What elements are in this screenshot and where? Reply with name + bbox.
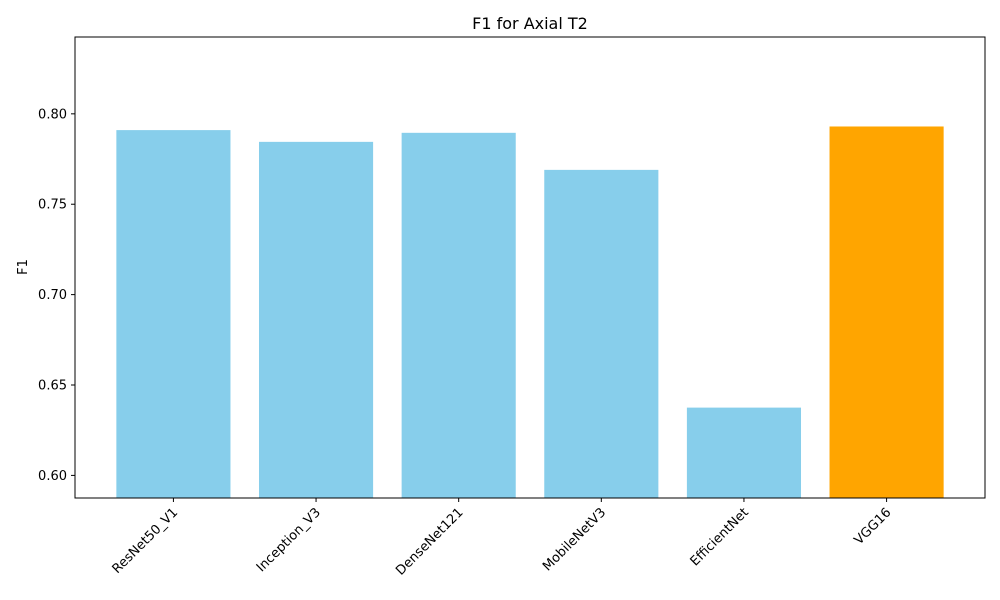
y-axis-ticks: 0.60 0.65 0.70 0.75 0.80	[38, 107, 75, 484]
x-tick-label: Inception_V3	[254, 505, 324, 575]
y-tick-label: 0.75	[38, 198, 67, 213]
y-tick-label: 0.65	[38, 379, 67, 394]
x-tick-label: EfficientNet	[688, 505, 752, 569]
y-tick-label: 0.80	[38, 107, 67, 122]
x-tick-label: DenseNet121	[393, 505, 466, 578]
x-tick-label: MobileNetV3	[540, 505, 609, 574]
bar-densenet121	[401, 132, 516, 499]
x-tick-label: ResNet50_V1	[110, 505, 182, 577]
x-axis-ticks: ResNet50_V1 Inception_V3 DenseNet121 Mobile…	[110, 498, 895, 579]
bar-inception-v3	[258, 141, 374, 498]
plot-frame	[74, 36, 986, 499]
bars-group	[116, 126, 944, 499]
bar-resnet50-v1	[116, 130, 231, 498]
y-axis-title: F1	[16, 259, 31, 275]
chart-title: F1 for Axial T2	[472, 14, 588, 33]
bar-vgg16	[829, 126, 944, 499]
y-tick-label: 0.60	[38, 469, 67, 484]
y-tick-label: 0.70	[38, 288, 67, 303]
bar-efficientnet	[686, 407, 802, 498]
x-tick-label: VGG16	[852, 505, 895, 548]
bar-mobilenetv3	[544, 169, 659, 498]
